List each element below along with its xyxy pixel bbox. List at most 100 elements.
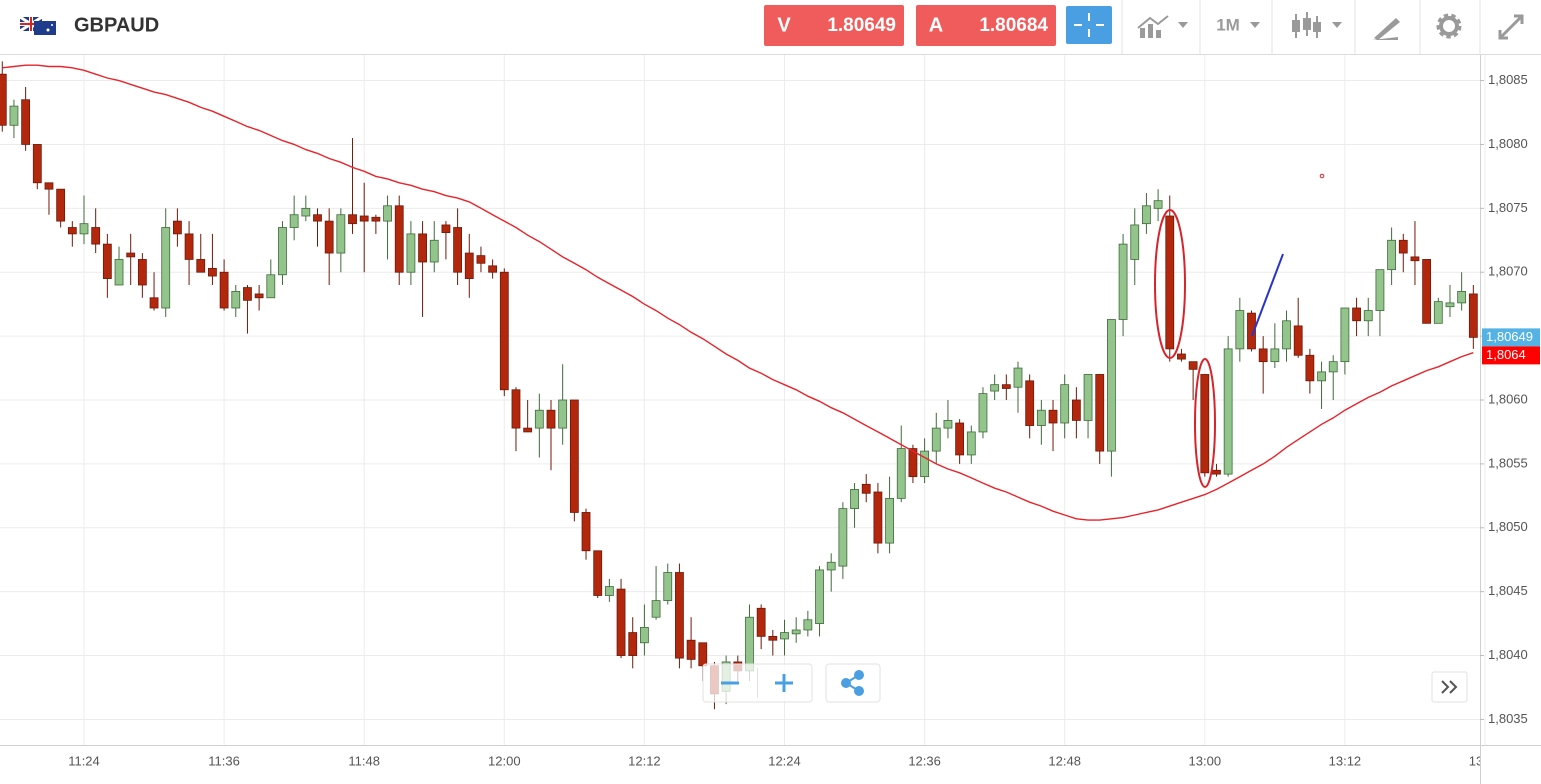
candle-body — [1445, 302, 1455, 308]
candle-body — [791, 629, 801, 635]
candle-body — [394, 205, 404, 273]
candle-body — [1328, 361, 1338, 373]
price-label-text: 1,80649 — [1486, 329, 1533, 344]
settings-button[interactable] — [1436, 13, 1462, 39]
candle-body — [1212, 469, 1221, 475]
buy-price[interactable]: 1.80684 — [979, 15, 1048, 36]
candle-body — [1422, 259, 1432, 324]
scroll-end-button[interactable] — [1431, 671, 1468, 703]
toolbar: GBPAUD V 1.80649 A 1.80684 1M — [0, 0, 1541, 55]
candle-body — [780, 632, 789, 640]
candle-body — [850, 489, 859, 510]
candle-body — [441, 224, 451, 234]
candle-body — [359, 215, 369, 222]
candle-body — [114, 259, 124, 286]
candle-body — [1083, 374, 1093, 421]
y-tick-label: 1,8050 — [1488, 519, 1528, 534]
indicator-button[interactable] — [1137, 15, 1188, 38]
y-tick-label: 1,8085 — [1488, 72, 1528, 87]
candle-body — [44, 182, 54, 190]
candle-body — [9, 105, 19, 126]
candle-body — [231, 290, 241, 309]
share-button[interactable] — [841, 670, 864, 696]
candle-body — [418, 233, 427, 263]
sell-price[interactable]: 1.80649 — [827, 15, 896, 36]
y-tick-label: 1,8070 — [1488, 264, 1528, 279]
candle-body — [1258, 348, 1268, 363]
candle-body — [1235, 310, 1245, 350]
y-axis: 1,8035 1,8040 1,8045 1,8050 1,8055 1,8060 1,80… — [1480, 72, 1540, 726]
buy-bg[interactable] — [916, 5, 1056, 46]
candle-body — [1177, 353, 1186, 360]
candle-body — [1223, 348, 1233, 475]
y-tick-label: 1,8045 — [1488, 583, 1528, 598]
candle-body — [1247, 312, 1256, 350]
x-tick-label: 12:12 — [628, 753, 661, 768]
y-tick-label: 1,8040 — [1488, 647, 1528, 662]
candle-body — [651, 600, 661, 618]
point-drawing — [1319, 173, 1325, 179]
x-axis-bg — [0, 745, 1541, 784]
price-label-bg — [1482, 328, 1540, 347]
buy-button[interactable]: A 1.80684 — [916, 5, 1056, 46]
price-label-bg — [1482, 346, 1540, 365]
grid — [0, 55, 1486, 745]
candle-body — [698, 642, 708, 667]
candle-body — [861, 483, 871, 494]
candle-body — [67, 227, 77, 235]
candle-body — [756, 607, 766, 637]
candle-body — [885, 497, 894, 544]
candle-body — [56, 188, 66, 222]
candle-body — [1270, 348, 1280, 363]
crosshair-button[interactable] — [1066, 6, 1112, 44]
candle-body — [488, 265, 498, 273]
candle-body — [149, 297, 159, 309]
trend-line-drawing — [1251, 253, 1284, 337]
y-tick-label: 1,8060 — [1488, 391, 1528, 406]
candle-body — [1095, 374, 1105, 452]
candle-body — [569, 399, 579, 513]
zoom-in-button[interactable] — [775, 674, 793, 692]
sell-bg[interactable] — [764, 5, 904, 46]
candle-body — [266, 274, 276, 299]
candle-body — [978, 393, 988, 433]
sell-label[interactable]: V — [777, 14, 791, 36]
candle-body — [803, 619, 813, 631]
price-label-text: 1,8064 — [1486, 347, 1526, 362]
candle-body — [523, 427, 533, 433]
sell-button[interactable]: V 1.80649 — [764, 5, 904, 46]
candle-body — [1130, 224, 1140, 260]
candle-body — [873, 491, 883, 544]
plot-area — [0, 61, 1478, 710]
timeframe-button[interactable]: 1M — [1216, 15, 1260, 34]
candle-body — [324, 220, 334, 254]
candle-body — [1387, 239, 1396, 271]
candle-body — [768, 635, 778, 641]
candle-body — [593, 550, 603, 596]
candle-body — [1025, 380, 1035, 426]
candle-body — [1293, 325, 1303, 356]
candle-body — [1375, 269, 1385, 311]
moving-average-line — [2, 64, 1474, 521]
ellipse-drawing — [1154, 209, 1186, 359]
timeframe[interactable]: 1M — [1216, 15, 1240, 34]
draw-button[interactable] — [1372, 18, 1400, 40]
candle-body — [289, 214, 299, 228]
candle-body — [534, 409, 544, 429]
candle-body — [32, 144, 42, 184]
candle-body — [838, 508, 848, 567]
candle-body — [1071, 399, 1081, 421]
buy-label[interactable]: A — [929, 14, 943, 36]
x-tick-label: 11:24 — [68, 753, 100, 768]
candle-body — [1340, 307, 1350, 363]
fullscreen-button[interactable] — [1498, 14, 1524, 40]
x-tick-label: 13:24 — [1469, 753, 1502, 768]
candle-body — [1200, 374, 1210, 474]
price-label: 1,8064 — [1482, 346, 1540, 365]
candle-body — [184, 233, 194, 260]
chart-type-button[interactable] — [1292, 12, 1342, 38]
candle-body — [675, 572, 684, 659]
toolbar-separators — [1121, 0, 1481, 54]
